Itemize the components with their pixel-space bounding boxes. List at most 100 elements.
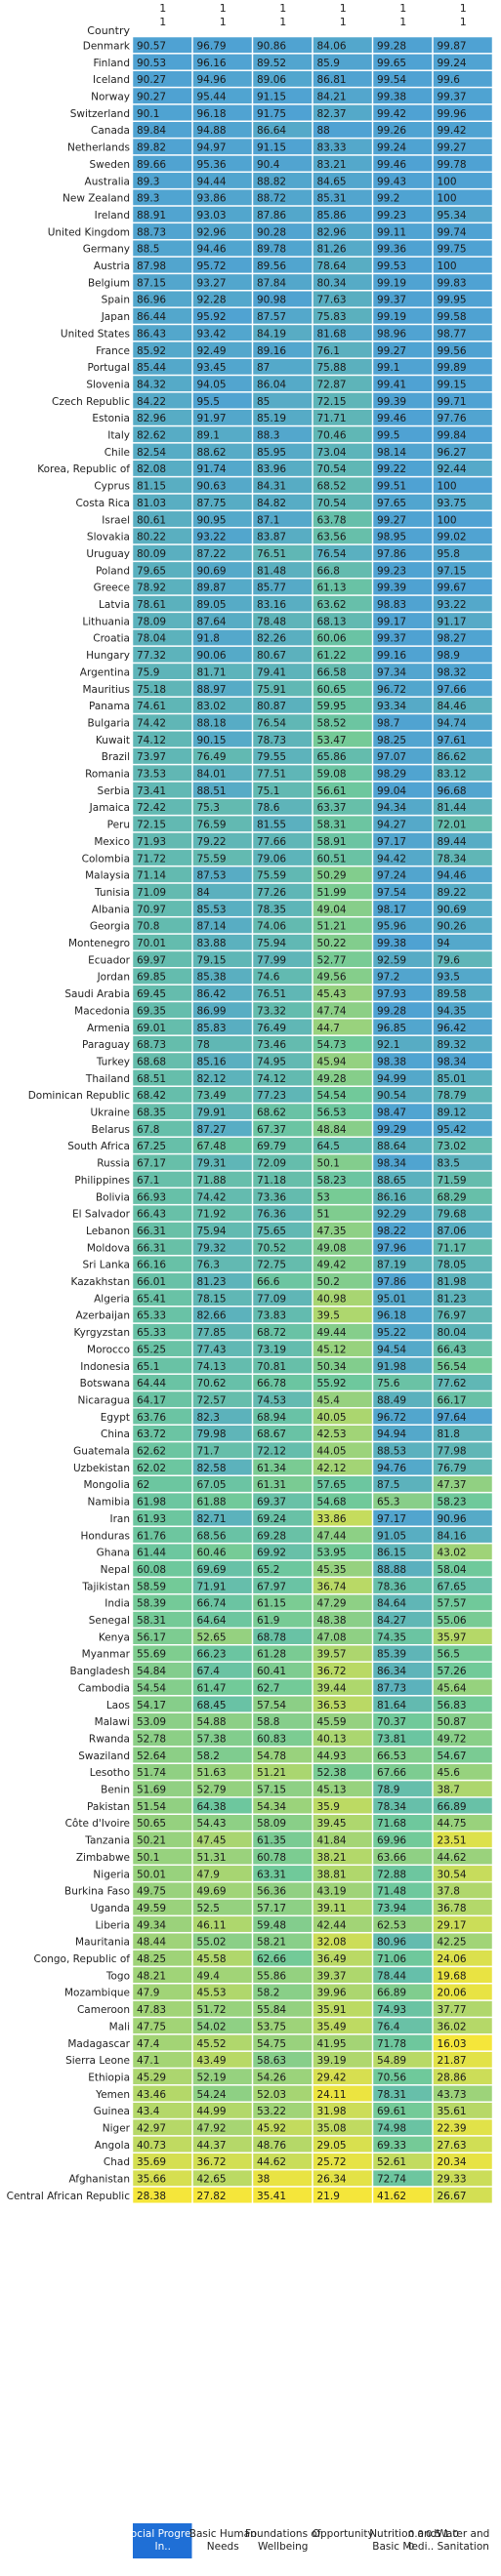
cell-value: 39.37 [317,1970,347,1982]
cell-value: 88.65 [377,1175,406,1187]
cell-value: 50.29 [317,870,347,882]
cell-value: 89.3 [137,193,159,205]
row-label: Mauritius [82,684,130,696]
row-label: Sweden [90,159,131,171]
header-level-label: 1 [340,2,347,15]
cell-value: 67.05 [197,1479,227,1491]
cell-value: 90.69 [438,904,467,915]
cell-value: 79.98 [197,1429,227,1440]
cell-value: 93.86 [197,193,227,205]
cell-value: 75.18 [137,684,166,696]
cell-value: 76.51 [257,548,286,560]
cell-value: 89.32 [438,1039,467,1051]
cell-value: 97.86 [377,548,406,560]
cell-value: 98.25 [377,735,406,746]
row-label: India [104,1598,130,1610]
cell-value: 66.89 [377,1988,406,1999]
row-label: Uzbekistan [73,1463,130,1474]
cell-value: 68.35 [137,1107,166,1119]
cell-value: 98.83 [377,599,406,611]
cell-value: 19.68 [438,1970,467,1982]
cell-value: 33.86 [317,1513,347,1525]
cell-value: 27.82 [197,2191,227,2202]
cell-value: 84.31 [257,481,286,493]
cell-value: 85.39 [377,1649,406,1661]
cell-value: 45.94 [317,1056,347,1067]
cell-value: 96.68 [438,785,467,797]
cell-value: 89.84 [137,125,166,137]
row-label: Angola [95,2140,130,2152]
cell-value: 96.18 [377,1310,406,1322]
row-label: Yemen [95,2089,130,2101]
cell-value: 71.7 [197,1446,220,1458]
cell-value: 49.42 [317,1260,347,1271]
cell-value: 76.36 [257,1209,286,1221]
cell-value: 51.21 [317,921,347,933]
cell-value: 65.2 [257,1564,279,1576]
cell-value: 49.75 [137,1886,166,1898]
cell-value: 28.38 [137,2191,166,2202]
cell-value: 43.73 [438,2089,467,2101]
cell-value: 65.33 [137,1310,166,1322]
cell-value: 69.97 [137,954,166,966]
cell-value: 89.56 [257,261,286,272]
cell-value: 54.24 [197,2089,227,2101]
cell-value: 90.53 [137,58,166,69]
cell-value: 54.73 [317,1039,347,1051]
cell-value: 99.15 [438,379,467,390]
cell-value: 75.83 [317,311,347,323]
cell-value: 87.06 [438,1226,467,1237]
cell-value: 96.79 [197,40,227,52]
cell-value: 70.97 [137,904,166,915]
cell-value: 77.99 [257,954,286,966]
cell-value: 69.45 [137,988,166,1000]
cell-value: 79.41 [257,666,286,678]
cell-value: 75.94 [197,1226,227,1237]
cell-value: 35.91 [317,2004,347,2016]
cell-value: 83.12 [438,769,467,781]
cell-value: 57.15 [257,1785,286,1796]
cell-value: 99.36 [377,244,406,256]
row-label: Sri Lanka [82,1260,130,1271]
cell-value: 24.06 [438,1953,467,1965]
row-label: Mauritania [75,1937,130,1949]
row-label: Macedonia [74,1005,130,1017]
cell-value: 42.97 [137,2123,166,2135]
cell-value: 79.91 [197,1107,227,1119]
cell-value: 50.01 [137,1869,166,1880]
cell-value: 74.61 [137,701,166,712]
cell-value: 73.36 [257,1191,286,1203]
cell-value: 99.19 [377,277,406,289]
cell-value: 36.72 [197,2156,227,2168]
cell-value: 95.34 [438,210,467,221]
cell-value: 36.72 [317,1666,347,1677]
cell-value: 69.01 [137,1023,166,1034]
cell-value: 84.64 [377,1598,406,1610]
cell-value: 87.22 [197,548,227,560]
cell-value: 56.83 [438,1700,467,1711]
header-level-label: 1 [220,16,227,28]
cell-value: 70.37 [377,1716,406,1728]
cell-value: 55.84 [257,2004,286,2016]
cell-value: 76.4 [377,2021,400,2033]
cell-value: 89.22 [438,887,467,899]
row-label: Mexico [94,836,130,848]
cell-value: 95.8 [438,548,460,560]
row-label: Ukraine [90,1107,130,1119]
cell-value: 99.04 [377,785,406,797]
cell-value: 82.58 [197,1463,227,1474]
cell-value: 49.04 [317,904,347,915]
cell-value: 72.75 [257,1260,286,1271]
cell-value: 69.28 [257,1530,286,1542]
row-label: Tunisia [94,887,130,899]
cell-value: 36.02 [438,2021,467,2033]
cell-value: 36.74 [317,1581,347,1592]
cell-value: 52.78 [137,1733,166,1745]
cell-value: 39.45 [317,1818,347,1830]
row-label: Chad [104,2156,130,2168]
cell-value: 52.64 [137,1751,166,1762]
row-label: Morocco [87,1344,130,1355]
row-label: Madagascar [67,2038,130,2050]
cell-value: 96.42 [438,1023,467,1034]
cell-value: 54.02 [197,2021,227,2033]
